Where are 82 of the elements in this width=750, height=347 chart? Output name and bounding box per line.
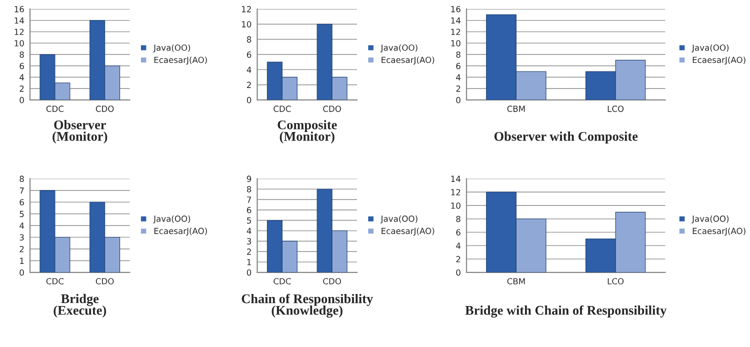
legend-label: Java(OO) bbox=[153, 215, 190, 224]
legend-label: EcaesarJ(AO) bbox=[382, 228, 434, 236]
legend-label: Java(OO) bbox=[153, 44, 190, 52]
text: Chain of Responsibility (Knowledge) bbox=[242, 294, 373, 318]
x-tick-label: CDC bbox=[274, 278, 291, 284]
y-tick-label: 2 bbox=[456, 86, 460, 92]
y-tick-label: 10 bbox=[242, 21, 252, 28]
y-tick-label: 8 bbox=[456, 51, 460, 58]
y-tick-label: 9 bbox=[246, 176, 252, 182]
y-tick-label: 0 bbox=[246, 96, 252, 104]
x-tick-label: CBM bbox=[507, 106, 525, 112]
y-tick-label: 12 bbox=[242, 6, 251, 12]
y-tick-label: 14 bbox=[451, 176, 460, 182]
y-tick-label: 12 bbox=[451, 28, 460, 35]
y-tick-label: 0 bbox=[20, 269, 24, 276]
y-tick-label: 4 bbox=[456, 242, 460, 249]
y-tick-label: 14 bbox=[14, 17, 24, 24]
y-tick-label: 6 bbox=[20, 199, 24, 206]
y-tick-label: 7 bbox=[20, 188, 24, 194]
y-tick-label: 2 bbox=[456, 256, 460, 262]
text: Observer with Composite bbox=[494, 132, 638, 144]
y-tick-label: 8 bbox=[20, 176, 24, 182]
y-tick-label: 8 bbox=[246, 186, 252, 192]
y-tick-label: 5 bbox=[20, 210, 24, 218]
y-tick-label: 16 bbox=[14, 6, 24, 12]
x-tick-label: CDC bbox=[274, 106, 291, 112]
y-tick-label: 2 bbox=[20, 246, 24, 252]
text: Bridge with Chain of Responsibility bbox=[465, 305, 667, 318]
y-tick-label: 8 bbox=[20, 51, 24, 58]
legend-label: EcaesarJ(AO) bbox=[154, 228, 207, 236]
y-tick-label: 0 bbox=[246, 269, 252, 276]
legend-label: EcaesarJ(AO) bbox=[154, 56, 207, 65]
text: Observer (Monitor) bbox=[52, 120, 108, 144]
y-tick-label: 8 bbox=[246, 36, 252, 43]
legend-label: Java(OO) bbox=[692, 44, 729, 52]
legend-label: Java(OO) bbox=[380, 215, 418, 224]
legend-label: EcaesarJ(AO) bbox=[692, 228, 746, 236]
y-tick-label: 4 bbox=[456, 74, 460, 80]
y-tick-label: 2 bbox=[20, 86, 24, 92]
text: Composite (Monitor) bbox=[278, 120, 337, 144]
y-tick-label: 4 bbox=[20, 222, 24, 229]
y-tick-label: 6 bbox=[456, 62, 460, 70]
y-tick-label: 16 bbox=[451, 6, 460, 12]
text: Bridge (Execute) bbox=[54, 294, 106, 318]
y-tick-label: 6 bbox=[246, 206, 252, 214]
y-tick-label: 10 bbox=[14, 40, 24, 46]
legend-label: Java(OO) bbox=[380, 44, 418, 52]
y-tick-label: 0 bbox=[20, 96, 24, 104]
y-tick-label: 12 bbox=[14, 28, 24, 35]
y-tick-label: 1 bbox=[247, 259, 251, 266]
x-tick-label: CDO bbox=[323, 278, 341, 284]
y-tick-label: 4 bbox=[246, 228, 252, 234]
y-tick-label: 3 bbox=[20, 234, 24, 241]
x-tick-label: CDO bbox=[96, 278, 114, 284]
legend-label: EcaesarJ(AO) bbox=[692, 56, 746, 65]
y-tick-label: 5 bbox=[247, 217, 251, 224]
y-tick-label: 10 bbox=[451, 40, 460, 46]
y-tick-label: 4 bbox=[20, 74, 24, 80]
y-tick-label: 2 bbox=[247, 82, 251, 88]
x-tick-label: CDC bbox=[46, 278, 64, 284]
y-tick-label: 4 bbox=[246, 66, 252, 73]
y-tick-label: 12 bbox=[451, 189, 460, 196]
x-tick-label: CDO bbox=[96, 106, 114, 112]
x-tick-label: CDC bbox=[46, 106, 64, 112]
y-tick-label: 7 bbox=[247, 196, 251, 203]
y-tick-label: 6 bbox=[246, 51, 252, 58]
x-tick-label: LCO bbox=[608, 278, 624, 284]
y-tick-label: 6 bbox=[456, 229, 460, 236]
y-tick-label: 2 bbox=[247, 248, 251, 255]
y-tick-label: 8 bbox=[456, 216, 460, 222]
legend-label: EcaesarJ(AO) bbox=[382, 56, 434, 65]
y-tick-label: 3 bbox=[247, 238, 252, 244]
x-tick-label: CDO bbox=[323, 106, 341, 112]
legend-label: Java(OO) bbox=[692, 215, 729, 224]
x-tick-label: LCO bbox=[608, 106, 624, 112]
y-tick-label: 14 bbox=[451, 17, 460, 24]
y-tick-label: 10 bbox=[451, 202, 460, 209]
y-tick-label: 1 bbox=[20, 258, 24, 264]
x-tick-label: CBM bbox=[507, 278, 525, 284]
y-tick-label: 0 bbox=[456, 269, 460, 276]
y-tick-label: 0 bbox=[456, 96, 460, 104]
y-tick-label: 6 bbox=[20, 62, 24, 70]
